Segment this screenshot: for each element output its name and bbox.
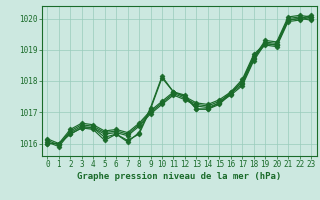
X-axis label: Graphe pression niveau de la mer (hPa): Graphe pression niveau de la mer (hPa) xyxy=(77,172,281,181)
